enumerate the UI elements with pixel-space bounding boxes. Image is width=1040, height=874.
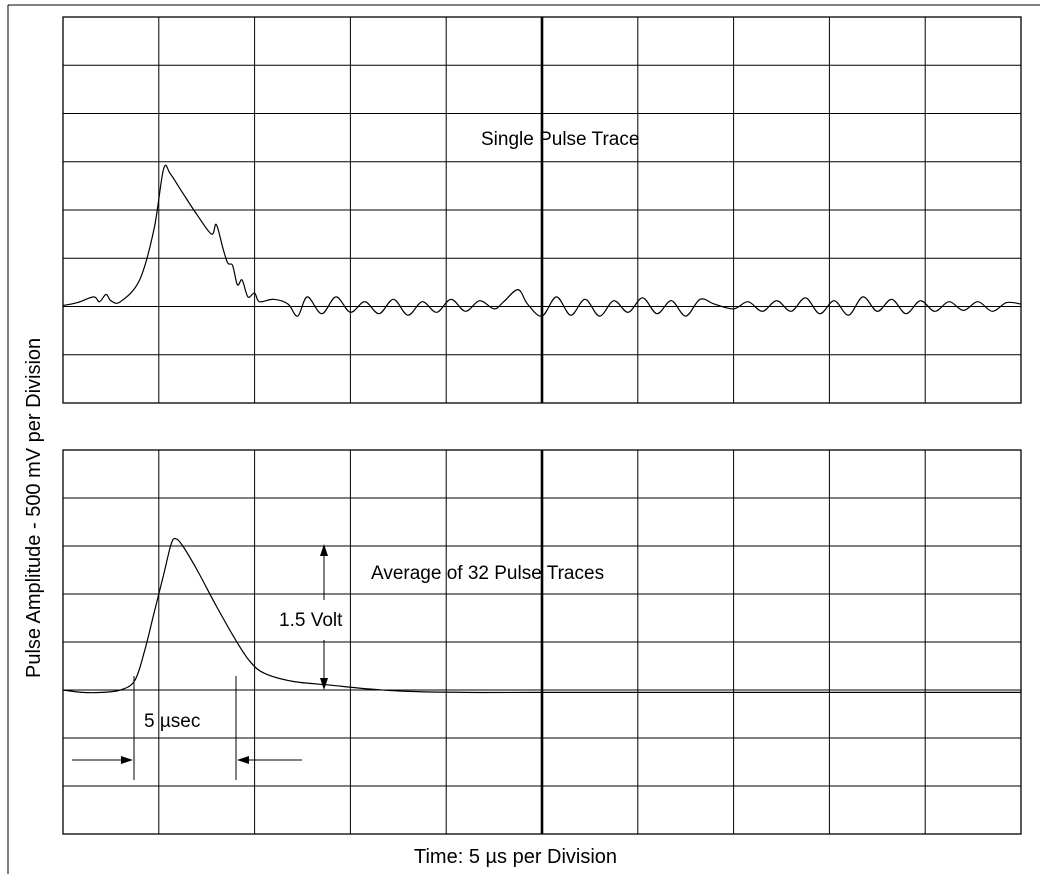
amplitude-label: 1.5 Volt [279,610,343,631]
amplitude-arrowhead-down [320,678,328,690]
width-arrowhead-right [121,756,133,764]
single-pulse-title: Single Pulse Trace [481,129,639,150]
average-pulse-grid [63,450,1021,834]
pulse-width-label: 5 µsec [144,711,200,732]
single-pulse-panel: Single Pulse Trace [62,16,1022,404]
average-pulse-trace [62,537,1021,694]
single-pulse-frame [62,16,1022,404]
average-pulse-panel: Average of 32 Pulse Traces 1.5 Volt 5 µs… [62,449,1022,835]
x-axis-label: Time: 5 µs per Division [414,846,617,868]
pulse-width-annotation: 5 µsec [72,676,302,780]
single-pulse-grid [63,17,1021,403]
single-pulse-trace [62,164,1022,317]
amplitude-arrowhead-up [320,544,328,556]
y-axis-label: Pulse Amplitude - 500 mV per Division [23,338,45,678]
width-arrowhead-left [237,756,249,764]
amplitude-annotation: 1.5 Volt [279,544,343,690]
average-pulse-frame [62,449,1022,835]
average-pulse-title: Average of 32 Pulse Traces [371,563,604,584]
